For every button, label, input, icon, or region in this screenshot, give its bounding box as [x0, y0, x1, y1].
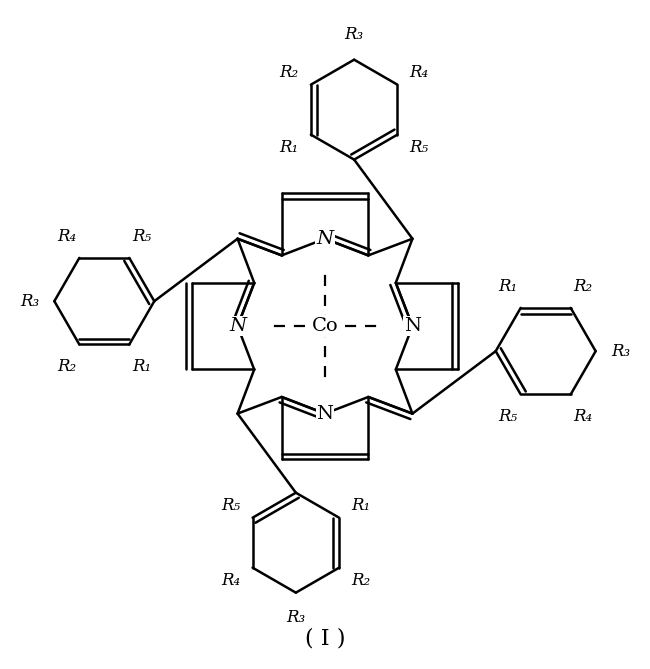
- Text: R₅: R₅: [132, 227, 151, 245]
- Text: N: N: [317, 229, 333, 248]
- Text: R₁: R₁: [499, 278, 518, 295]
- Text: R₂: R₂: [57, 358, 77, 375]
- Text: R₁: R₁: [351, 496, 370, 514]
- Text: R₁: R₁: [132, 358, 151, 375]
- Text: R₃: R₃: [20, 293, 39, 310]
- Text: R₂: R₂: [351, 572, 370, 589]
- Text: R₄: R₄: [573, 407, 593, 425]
- Text: R₄: R₄: [57, 227, 77, 245]
- Text: N: N: [317, 405, 333, 423]
- Text: R₃: R₃: [344, 26, 364, 43]
- Text: R₅: R₅: [410, 138, 428, 156]
- Text: N: N: [229, 317, 246, 335]
- Text: R₄: R₄: [410, 64, 428, 81]
- Text: R₅: R₅: [222, 496, 240, 514]
- Text: R₃: R₃: [611, 343, 630, 360]
- Text: ( I ): ( I ): [305, 628, 345, 650]
- Text: R₁: R₁: [280, 138, 299, 156]
- Text: N: N: [404, 317, 421, 335]
- Text: R₄: R₄: [222, 572, 240, 589]
- Text: R₂: R₂: [573, 278, 593, 295]
- Text: Co: Co: [312, 317, 338, 335]
- Text: R₅: R₅: [499, 407, 518, 425]
- Text: R₂: R₂: [280, 64, 299, 81]
- Text: R₃: R₃: [286, 609, 306, 626]
